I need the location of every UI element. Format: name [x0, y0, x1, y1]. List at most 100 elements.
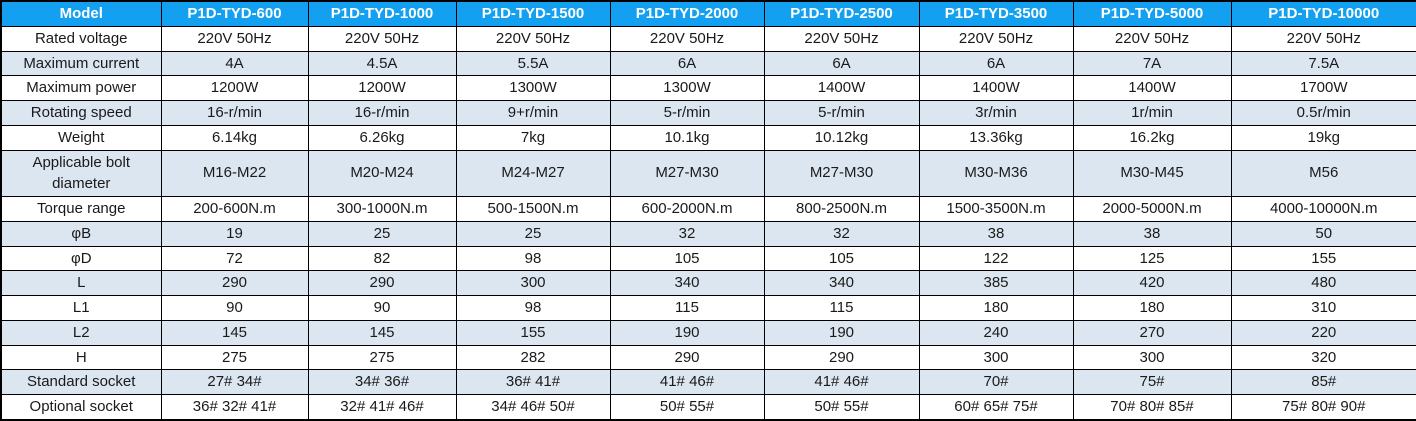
spec-cell: 282 — [455, 344, 611, 371]
spec-cell: 70# 80# 85# — [1072, 393, 1232, 421]
header-row: Model P1D-TYD-600 P1D-TYD-1000 P1D-TYD-1… — [0, 0, 1416, 27]
spec-cell: 41# 46# — [609, 369, 765, 395]
spec-cell: 190 — [763, 319, 920, 346]
table-row: Maximum current 4A 4.5A 5.5A 6A 6A 6A 7A 7.5A — [0, 50, 1416, 77]
row-label: φB — [0, 220, 162, 247]
spec-cell: M27-M30 — [763, 149, 920, 197]
spec-cell: 6A — [763, 50, 920, 77]
spec-cell: 290 — [609, 344, 765, 371]
spec-cell: 34# 36# — [307, 369, 457, 395]
table-row: Rated voltage 220V 50Hz 220V 50Hz 220V 50Hz… — [0, 25, 1416, 52]
spec-cell: M27-M30 — [609, 149, 765, 197]
spec-cell: 600-2000N.m — [609, 196, 765, 222]
spec-cell: 220V 50Hz — [1230, 25, 1416, 52]
spec-cell: 180 — [1072, 295, 1232, 321]
spec-cell: 220V 50Hz — [763, 25, 920, 52]
row-label: L1 — [0, 295, 162, 321]
model-header: P1D-TYD-5000 — [1072, 0, 1232, 27]
spec-cell: 340 — [609, 270, 765, 296]
spec-cell: 800-2500N.m — [763, 196, 920, 222]
spec-cell: 10.1kg — [609, 124, 765, 151]
spec-cell: 16-r/min — [160, 100, 309, 126]
spec-cell: 220V 50Hz — [307, 25, 457, 52]
spec-cell: 220V 50Hz — [609, 25, 765, 52]
spec-cell: 50# 55# — [609, 393, 765, 421]
spec-cell: 32 — [609, 220, 765, 247]
spec-cell: 4000-10000N.m — [1230, 196, 1416, 222]
spec-cell: 36# 32# 41# — [160, 393, 309, 421]
spec-cell: 82 — [307, 245, 457, 272]
spec-cell: 220 — [1230, 319, 1416, 346]
spec-cell: 75# 80# 90# — [1230, 393, 1416, 421]
spec-cell: 220V 50Hz — [160, 25, 309, 52]
table-row: Applicable bolt diameter M16-M22 M20-M24 M2… — [0, 149, 1416, 197]
spec-cell: 190 — [609, 319, 765, 346]
spec-cell: 180 — [918, 295, 1074, 321]
spec-cell: 240 — [918, 319, 1074, 346]
spec-cell: 290 — [763, 344, 920, 371]
spec-cell: M16-M22 — [160, 149, 309, 197]
spec-cell: 41# 46# — [763, 369, 920, 395]
spec-cell: 105 — [609, 245, 765, 272]
spec-cell: 1300W — [609, 75, 765, 101]
spec-cell: 98 — [455, 295, 611, 321]
spec-cell: 290 — [160, 270, 309, 296]
table-row: L2 145 145 155 190 190 240 270 220 — [0, 319, 1416, 346]
table-row: L 290 290 300 340 340 385 420 480 — [0, 270, 1416, 296]
spec-cell: 145 — [307, 319, 457, 346]
spec-cell: M20-M24 — [307, 149, 457, 197]
spec-cell: 25 — [307, 220, 457, 247]
spec-cell: 7kg — [455, 124, 611, 151]
spec-cell: 220V 50Hz — [918, 25, 1074, 52]
spec-cell: 5.5A — [455, 50, 611, 77]
model-header: P1D-TYD-1500 — [455, 0, 611, 27]
spec-cell: 122 — [918, 245, 1074, 272]
table-row: H 275 275 282 290 290 300 300 320 — [0, 344, 1416, 371]
row-label: Weight — [0, 124, 162, 151]
spec-cell: 270 — [1072, 319, 1232, 346]
spec-cell: 90 — [160, 295, 309, 321]
spec-cell: 5-r/min — [609, 100, 765, 126]
spec-cell: 420 — [1072, 270, 1232, 296]
table-row: Weight 6.14kg 6.26kg 7kg 10.1kg 10.12kg 13.36k… — [0, 124, 1416, 151]
table-body: Rated voltage 220V 50Hz 220V 50Hz 220V 50Hz… — [0, 25, 1416, 421]
spec-cell: 1500-3500N.m — [918, 196, 1074, 222]
table-row: Rotating speed 16-r/min 16-r/min 9+r/min 5-r… — [0, 100, 1416, 126]
spec-cell: 385 — [918, 270, 1074, 296]
row-label: L2 — [0, 319, 162, 346]
spec-cell: 2000-5000N.m — [1072, 196, 1232, 222]
spec-cell: 290 — [307, 270, 457, 296]
spec-cell: 115 — [609, 295, 765, 321]
spec-cell: 1200W — [307, 75, 457, 101]
spec-cell: 220V 50Hz — [455, 25, 611, 52]
spec-cell: 155 — [1230, 245, 1416, 272]
spec-cell: 1200W — [160, 75, 309, 101]
spec-cell: 275 — [160, 344, 309, 371]
spec-cell: 300-1000N.m — [307, 196, 457, 222]
spec-cell: M24-M27 — [455, 149, 611, 197]
spec-cell: 6.26kg — [307, 124, 457, 151]
spec-cell: 75# — [1072, 369, 1232, 395]
spec-cell: 1r/min — [1072, 100, 1232, 126]
spec-cell: 19 — [160, 220, 309, 247]
spec-cell: 60# 65# 75# — [918, 393, 1074, 421]
spec-cell: 38 — [1072, 220, 1232, 247]
table-row: Optional socket 36# 32# 41# 32# 41# 46# 34#… — [0, 393, 1416, 421]
corner-header: Model — [0, 0, 162, 27]
model-header: P1D-TYD-1000 — [307, 0, 457, 27]
spec-cell: 200-600N.m — [160, 196, 309, 222]
spec-cell: 105 — [763, 245, 920, 272]
spec-cell: 27# 34# — [160, 369, 309, 395]
spec-cell: 300 — [918, 344, 1074, 371]
model-header: P1D-TYD-2500 — [763, 0, 920, 27]
spec-cell: 1400W — [763, 75, 920, 101]
spec-cell: 145 — [160, 319, 309, 346]
row-label: Torque range — [0, 196, 162, 222]
spec-cell: 19kg — [1230, 124, 1416, 151]
spec-cell: 6A — [918, 50, 1074, 77]
spec-cell: 4A — [160, 50, 309, 77]
spec-cell: M30-M36 — [918, 149, 1074, 197]
spec-cell: 7A — [1072, 50, 1232, 77]
row-label: Applicable bolt diameter — [0, 149, 162, 197]
spec-cell: 38 — [918, 220, 1074, 247]
